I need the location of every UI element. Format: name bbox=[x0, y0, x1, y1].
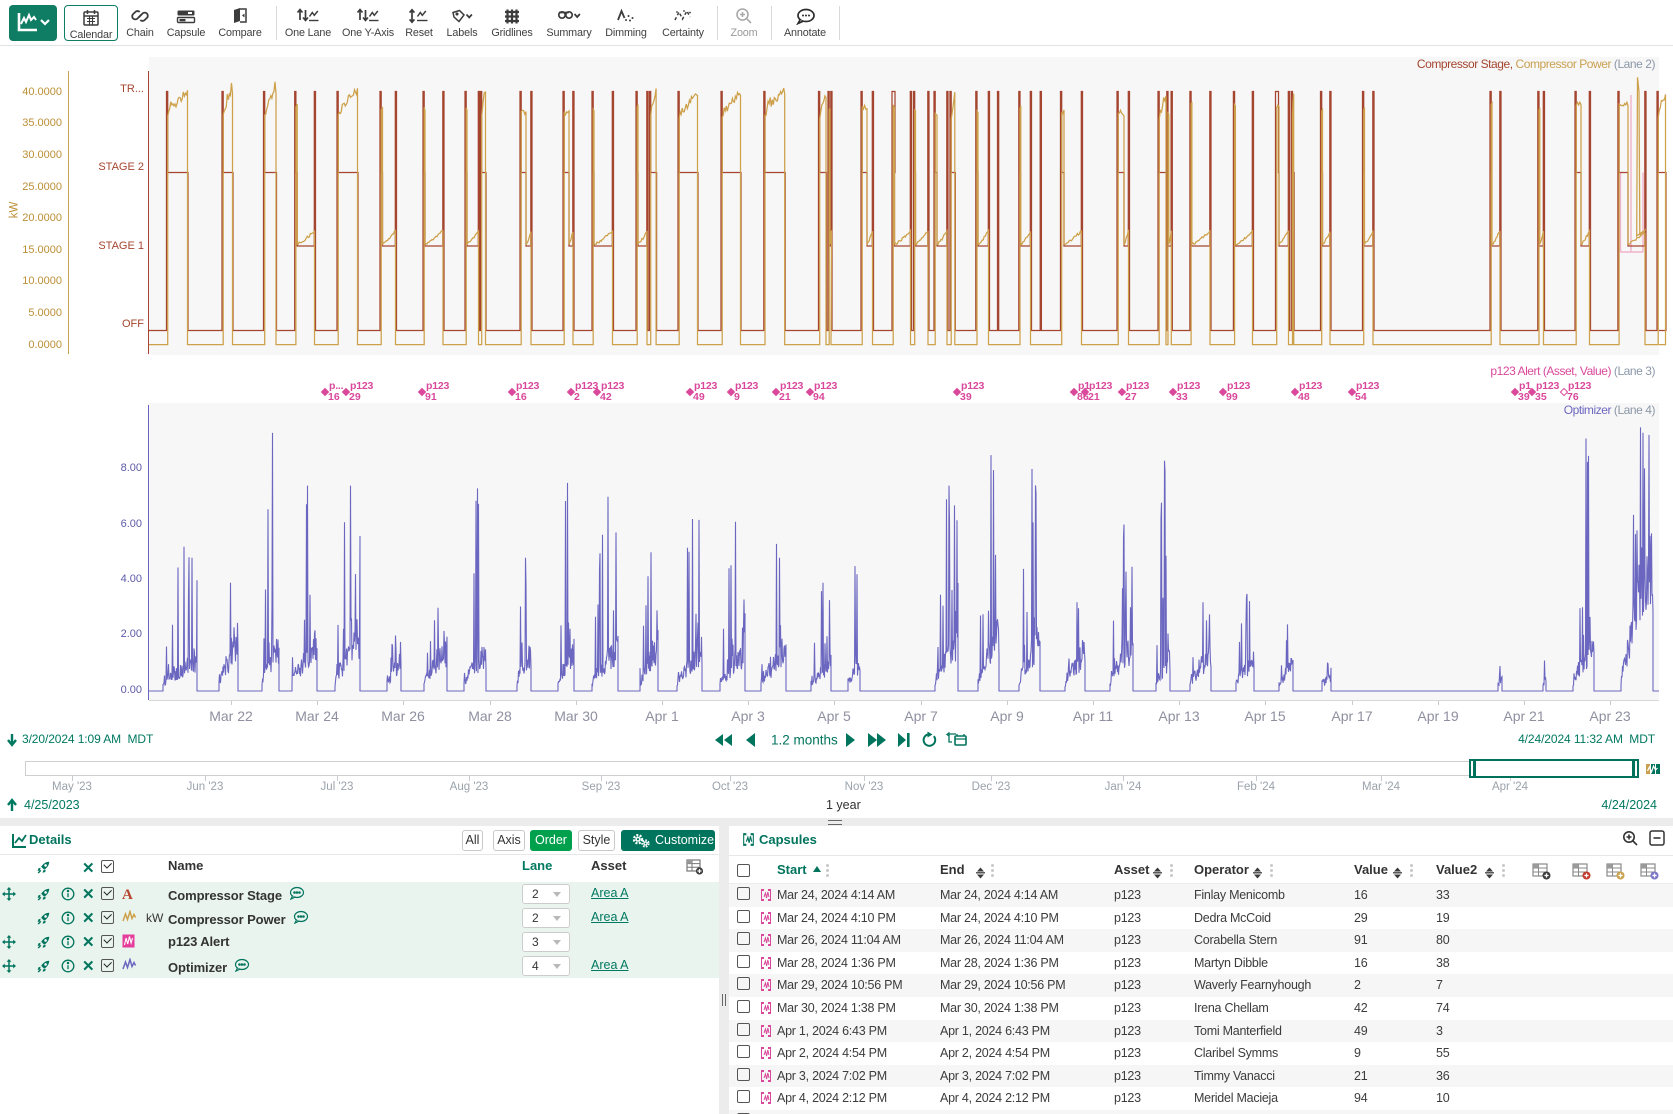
svg-text:1.2 months: 1.2 months bbox=[771, 733, 838, 748]
